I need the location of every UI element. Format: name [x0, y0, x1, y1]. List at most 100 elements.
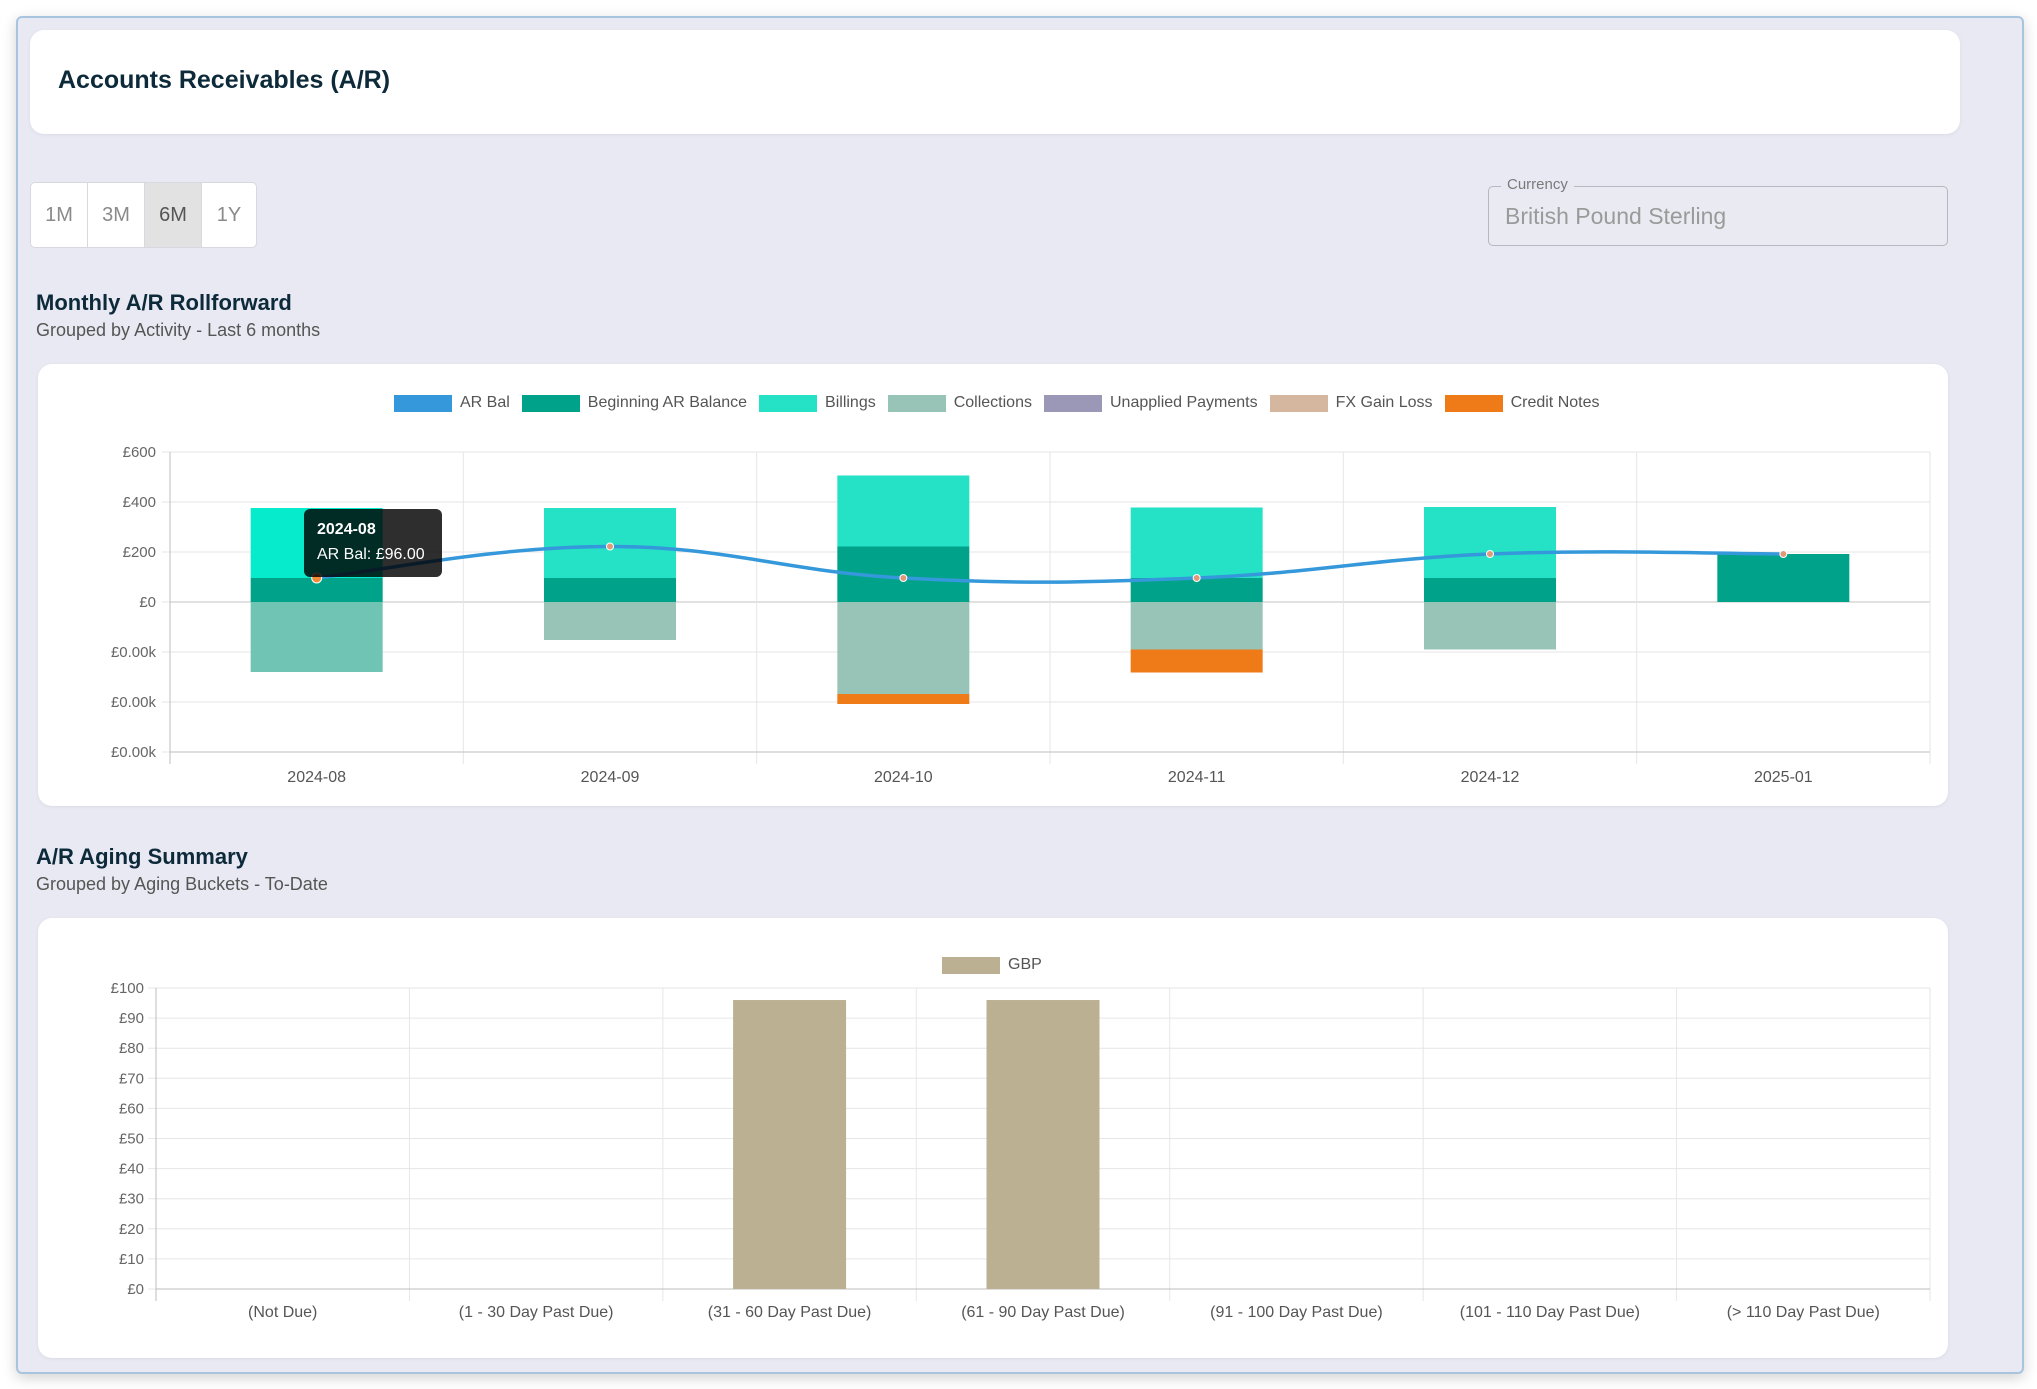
- legend-label: Billings: [825, 394, 876, 411]
- page-title: Accounts Receivables (A/R): [58, 66, 391, 94]
- x-tick-label: (Not Due): [248, 1304, 317, 1321]
- legend-swatch: [1444, 394, 1503, 412]
- x-tick-label: 2024-11: [1168, 769, 1226, 786]
- aging-chart-card: GBP £100 £90 £80 £70 £60 £50 £40 £30 £20 £10 £0 (No…: [38, 918, 1948, 1358]
- legend-label: Credit Notes: [1510, 394, 1600, 411]
- bar-billings-2024-10[interactable]: [837, 475, 970, 547]
- point-ar-bal-2024-09[interactable]: [606, 542, 614, 551]
- currency-label: Currency: [1501, 176, 1574, 193]
- legend-label: Unapplied Payments: [1109, 394, 1258, 411]
- point-ar-bal-2025-01[interactable]: [1779, 550, 1788, 558]
- bar-beginning-ar-balance-2024-09[interactable]: [544, 578, 676, 602]
- bar-billings-2024-12[interactable]: [1424, 507, 1556, 578]
- bar-billings-2024-11[interactable]: [1130, 507, 1263, 579]
- x-tick-label: (> 110 Day Past Due): [1727, 1304, 1880, 1321]
- aging-chart: £100 £90 £80 £70 £60 £50 £40 £30 £20 £10 £0 (Not Du…: [111, 980, 1931, 1321]
- y-tick-label: £80: [119, 1040, 144, 1057]
- rollforward-subtitle: Grouped by Activity - Last 6 months: [36, 320, 321, 340]
- app-frame: Accounts Receivables (A/R) 1M 3M 6M 1Y C…: [16, 16, 2024, 1374]
- legend-swatch: [521, 394, 580, 412]
- legend-item-beginning-ar-balance[interactable]: Beginning AR Balance: [521, 394, 748, 412]
- x-tick-label: 2024-10: [874, 769, 933, 786]
- legend-item-collections[interactable]: Collections: [887, 394, 1032, 412]
- bar-gbp-31-60-day-past-due[interactable]: [733, 1000, 847, 1289]
- y-tick-label: £20: [119, 1221, 144, 1238]
- legend-label: GBP: [1008, 956, 1042, 973]
- tooltip-title: 2024-08: [317, 521, 376, 538]
- point-ar-bal-2024-11[interactable]: [1192, 574, 1201, 582]
- x-tick-label: 2024-12: [1461, 769, 1520, 786]
- legend-label: FX Gain Loss: [1335, 394, 1433, 411]
- y-tick-label: £10: [119, 1251, 144, 1268]
- range-button-1y[interactable]: 1Y: [216, 203, 242, 226]
- y-tick-label: £0.00k: [111, 644, 157, 661]
- rollforward-chart-card: AR Bal Beginning AR Balance Billings Collec…: [38, 364, 1948, 806]
- legend-label: Beginning AR Balance: [587, 394, 748, 411]
- y-tick-label: £50: [119, 1131, 144, 1148]
- range-button-1m[interactable]: 1M: [31, 183, 88, 247]
- y-tick-label: £100: [111, 980, 144, 997]
- legend-item-fx-gain-loss[interactable]: FX Gain Loss: [1269, 394, 1433, 412]
- currency-value: British Pound Sterling: [1505, 203, 1727, 229]
- legend-swatch: [1043, 394, 1102, 412]
- rollforward-title: Monthly A/R Rollforward: [36, 290, 292, 315]
- x-tick-label: 2024-09: [581, 769, 640, 786]
- bar-collections-2024-11[interactable]: [1130, 602, 1263, 650]
- rollforward-legend: AR Bal Beginning AR Balance Billings Collec…: [394, 394, 1611, 412]
- y-tick-label: £60: [119, 1100, 144, 1117]
- y-tick-label: £0: [139, 594, 156, 611]
- y-tick-label: £0.00k: [111, 744, 157, 761]
- bar-beginning-ar-balance-2024-12[interactable]: [1424, 578, 1556, 602]
- x-tick-label: 2024-08: [287, 769, 346, 786]
- bar-beginning-ar-balance-2025-01[interactable]: [1717, 554, 1850, 602]
- y-tick-label: £400: [123, 494, 156, 511]
- y-tick-label: £0.00k: [111, 694, 157, 711]
- aging-title: A/R Aging Summary: [36, 844, 248, 869]
- x-tick-label: 2025-01: [1754, 769, 1813, 786]
- legend-swatch: [887, 394, 946, 412]
- bar-collections-2024-10[interactable]: [837, 602, 970, 694]
- legend-swatch: [394, 394, 452, 412]
- x-tick-label: (31 - 60 Day Past Due): [708, 1304, 872, 1321]
- y-tick-label: £90: [119, 1010, 144, 1027]
- legend-swatch: [942, 956, 1000, 974]
- bar-collections-2024-08[interactable]: [250, 602, 383, 672]
- legend-item-ar-bal[interactable]: AR Bal: [394, 394, 510, 412]
- aging-legend: GBP: [942, 956, 1054, 974]
- aging-subtitle: Grouped by Aging Buckets - To-Date: [36, 874, 328, 894]
- legend-label: AR Bal: [460, 394, 510, 411]
- y-tick-label: £0: [127, 1281, 144, 1298]
- bar-collections-2024-12[interactable]: [1424, 602, 1556, 650]
- chart-tooltip: 2024-08 AR Bal: £96.00: [304, 509, 442, 577]
- point-ar-bal-2024-12[interactable]: [1486, 550, 1494, 558]
- bar-collections-2024-09[interactable]: [544, 602, 676, 640]
- bar-credit-notes-2024-10[interactable]: [837, 694, 970, 704]
- legend-label: Collections: [953, 394, 1032, 411]
- legend-item-unapplied-payments[interactable]: Unapplied Payments: [1043, 394, 1258, 412]
- x-tick-label: (61 - 90 Day Past Due): [961, 1304, 1125, 1321]
- x-tick-label: (101 - 110 Day Past Due): [1460, 1304, 1640, 1321]
- currency-select[interactable]: Currency British Pound Sterling: [1488, 176, 1948, 246]
- legend-item-billings[interactable]: Billings: [759, 394, 876, 412]
- bar-credit-notes-2024-11[interactable]: [1130, 649, 1263, 673]
- time-range-selector: 1M 3M 6M 1Y: [30, 182, 257, 248]
- y-tick-label: £70: [119, 1070, 144, 1087]
- legend-item-gbp[interactable]: GBP: [942, 956, 1042, 974]
- point-ar-bal-2024-10[interactable]: [899, 574, 908, 582]
- range-button-6m[interactable]: 6M: [145, 183, 202, 247]
- y-tick-label: £30: [119, 1191, 144, 1208]
- legend-swatch: [759, 394, 818, 412]
- y-tick-label: £200: [123, 544, 156, 561]
- tooltip-body: AR Bal: £96.00: [317, 546, 425, 563]
- bar-gbp-61-90-day-past-due[interactable]: [986, 1000, 1100, 1289]
- y-tick-label: £40: [119, 1161, 144, 1178]
- line-ar-bal[interactable]: [316, 544, 1784, 584]
- legend-swatch: [1269, 394, 1328, 412]
- y-tick-label: £600: [123, 444, 156, 461]
- legend-item-credit-notes[interactable]: Credit Notes: [1444, 394, 1600, 412]
- x-tick-label: (1 - 30 Day Past Due): [459, 1304, 614, 1321]
- range-button-3m[interactable]: 3M: [88, 183, 145, 247]
- header-card: Accounts Receivables (A/R): [30, 30, 1960, 134]
- x-tick-label: (91 - 100 Day Past Due): [1210, 1304, 1383, 1321]
